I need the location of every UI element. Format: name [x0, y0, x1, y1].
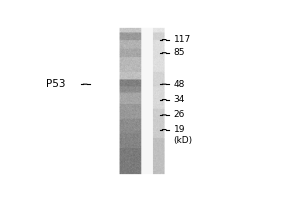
- Text: 48: 48: [173, 80, 185, 89]
- Text: 85: 85: [173, 48, 185, 57]
- Text: 117: 117: [173, 35, 191, 44]
- Text: 19: 19: [173, 125, 185, 134]
- Text: P53: P53: [46, 79, 65, 89]
- Text: (kD): (kD): [173, 136, 193, 145]
- Text: 34: 34: [173, 95, 185, 104]
- Text: 26: 26: [173, 110, 185, 119]
